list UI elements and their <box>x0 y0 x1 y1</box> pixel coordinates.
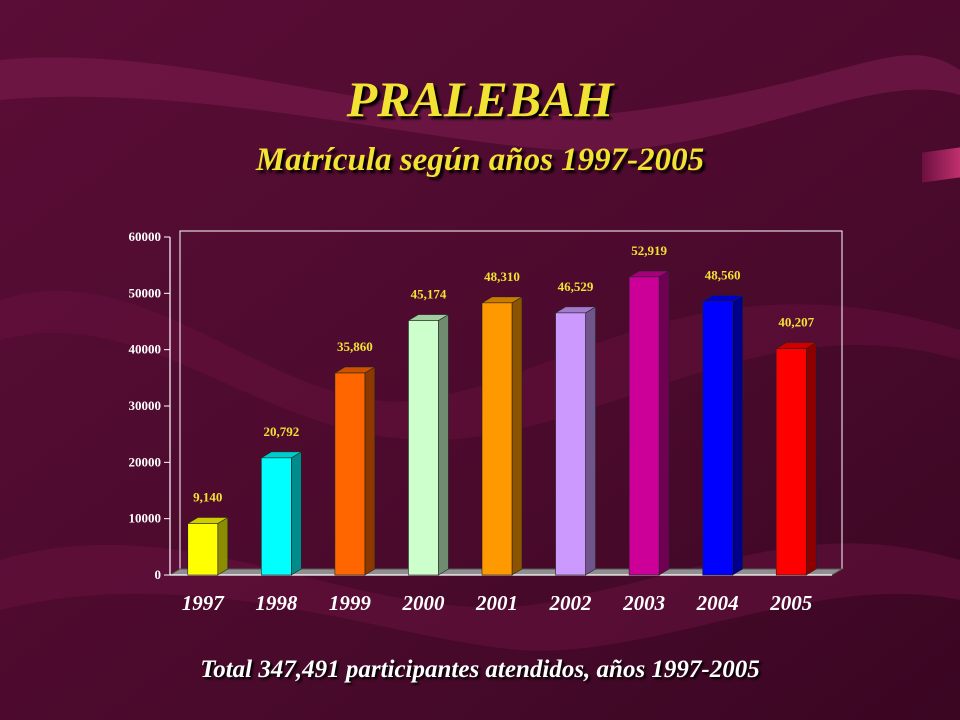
data-label-2004: 48,560 <box>705 267 741 282</box>
y-tick-label: 60000 <box>129 229 162 244</box>
bar-side-1997 <box>217 516 229 576</box>
x-tick-label-2001: 2001 <box>475 591 518 615</box>
bar-1998 <box>261 457 292 576</box>
data-label-2000: 45,174 <box>411 287 447 302</box>
bar-side-2002 <box>585 306 596 576</box>
data-label-2003: 52,919 <box>631 243 667 258</box>
plot-wall <box>179 230 843 569</box>
data-label-1999: 35,860 <box>337 339 373 354</box>
y-tick-label: 40000 <box>129 342 162 357</box>
x-tick-label-1997: 1997 <box>182 591 226 615</box>
y-tick-label: 20000 <box>129 454 162 469</box>
bar-side-1998 <box>291 451 302 576</box>
y-tick-label: 10000 <box>129 511 162 526</box>
x-tick-label-2004: 2004 <box>696 591 739 615</box>
bar-2000 <box>408 320 439 576</box>
x-tick-label-2003: 2003 <box>622 591 665 615</box>
x-tick-label-1999: 1999 <box>329 591 372 615</box>
data-label-1998: 20,792 <box>263 424 299 439</box>
bar-side-1999 <box>364 366 376 576</box>
bar-2003 <box>628 276 660 576</box>
bar-side-2004 <box>732 294 743 576</box>
x-tick-label-2000: 2000 <box>401 591 445 615</box>
y-tick-label: 0 <box>155 567 162 582</box>
slide-title: PRALEBAH <box>346 71 614 127</box>
bar-2005 <box>775 348 807 576</box>
data-label-2002: 46,529 <box>558 279 594 294</box>
y-tick-label: 50000 <box>129 285 162 300</box>
bar-side-2001 <box>511 296 523 576</box>
bar-side-2000 <box>438 313 449 576</box>
bar-side-2005 <box>805 341 817 576</box>
total-participants-caption: Total 347,491 participantes atendidos, a… <box>200 656 760 683</box>
bar-2002 <box>555 312 586 576</box>
data-label-2005: 40,207 <box>778 315 814 330</box>
bar-1997 <box>187 523 219 576</box>
bar-2004 <box>702 301 733 576</box>
x-tick-label-1998: 1998 <box>255 591 298 615</box>
bar-2001 <box>481 302 513 576</box>
y-tick-label: 30000 <box>129 398 162 413</box>
slide-subtitle: Matrícula según años 1997-2005 <box>255 142 705 178</box>
data-label-2001: 48,310 <box>484 269 520 284</box>
x-tick-label-2005: 2005 <box>769 591 812 615</box>
x-tick-label-2002: 2002 <box>549 591 593 615</box>
bar-1999 <box>334 372 366 576</box>
bar-side-2003 <box>658 270 670 576</box>
data-label-1997: 9,140 <box>193 490 222 505</box>
